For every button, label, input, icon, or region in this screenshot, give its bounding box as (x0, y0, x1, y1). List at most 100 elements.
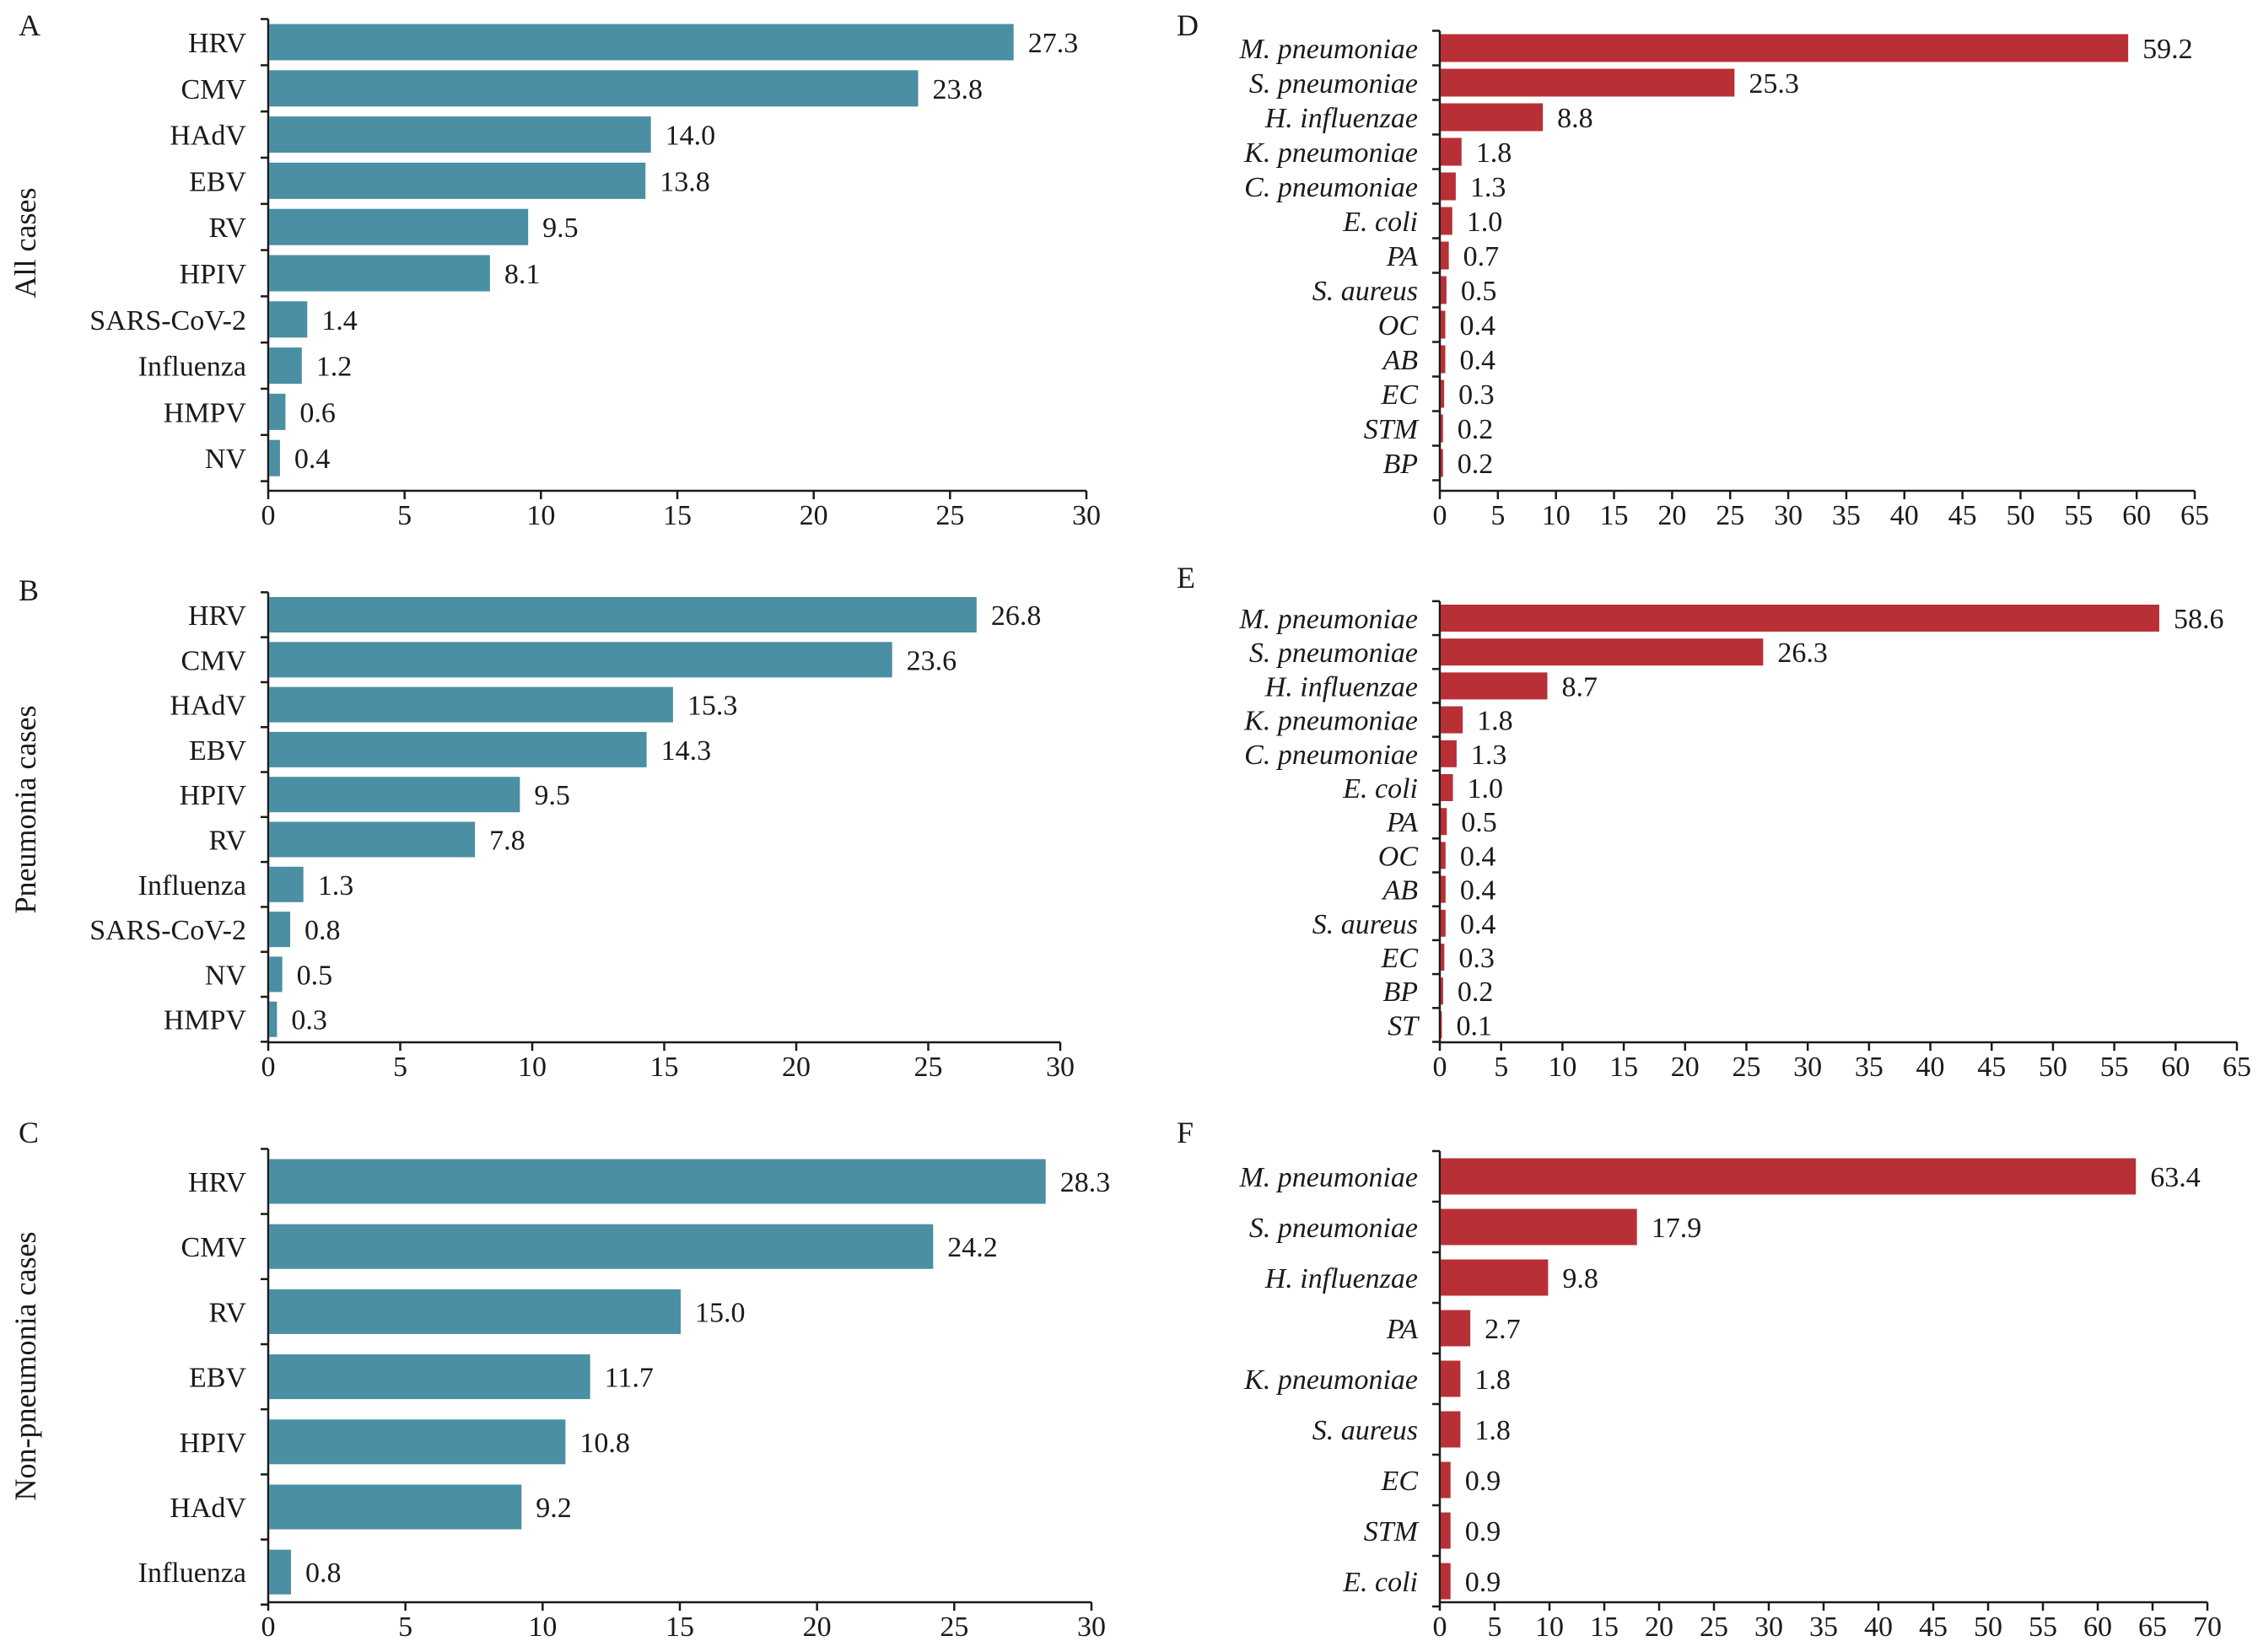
bar-d-m-pneumoniae (1441, 34, 2129, 62)
bar-c-cmv (269, 1224, 934, 1269)
bar-e-ec (1441, 944, 1445, 971)
category-label-a-hadv: HAdV (170, 121, 246, 152)
category-label-a-hrv: HRV (188, 28, 247, 59)
x-tick-label-f: 55 (2029, 1612, 2057, 1643)
category-label-e-k-pneumoniae: K. pneumoniae (1243, 706, 1418, 737)
value-label-e-s-aureus: 0.4 (1460, 909, 1496, 940)
x-tick-label-d: 40 (1890, 500, 1919, 531)
x-tick-label-c: 30 (1077, 1612, 1106, 1643)
value-label-d-ab: 0.4 (1460, 345, 1496, 376)
value-label-b-sars-cov-2: 0.8 (304, 915, 341, 946)
value-label-e-c-pneumoniae: 1.3 (1471, 740, 1507, 771)
x-tick-label-d: 65 (2180, 500, 2209, 531)
x-tick-label-d: 5 (1490, 500, 1505, 531)
x-tick-label-b: 15 (650, 1052, 679, 1083)
value-label-d-s-pneumoniae: 25.3 (1749, 68, 1799, 100)
value-label-e-s-pneumoniae: 26.3 (1777, 638, 1828, 669)
x-tick-label-a: 5 (397, 500, 412, 531)
bar-b-hrv (269, 597, 977, 632)
bar-d-stm (1441, 414, 1443, 443)
x-tick-label-f: 25 (1700, 1612, 1728, 1643)
panel-f: F 0 5 10 15 20 25 30 35 40 45 50 55 60 65 70 M. pneumoni… (1177, 1116, 2222, 1643)
category-label-f-e-coli: E. coli (1342, 1567, 1418, 1598)
value-label-e-ec: 0.3 (1458, 943, 1495, 974)
value-label-e-k-pneumoniae: 1.8 (1477, 706, 1513, 737)
bar-a-sars-cov-2 (269, 301, 308, 338)
value-label-e-oc: 0.4 (1460, 841, 1496, 872)
value-label-d-bp: 0.2 (1458, 449, 1494, 480)
bar-d-k-pneumoniae (1441, 137, 1462, 166)
x-tick-label-e: 55 (2100, 1052, 2129, 1083)
bar-d-s-pneumoniae (1441, 68, 1735, 97)
value-label-f-s-pneumoniae: 17.9 (1652, 1213, 1702, 1244)
x-tick-label-e: 35 (1855, 1052, 1883, 1083)
category-label-d-bp: BP (1382, 449, 1418, 480)
category-label-b-rv: RV (208, 826, 246, 857)
category-label-f-s-pneumoniae: S. pneumoniae (1249, 1213, 1418, 1244)
category-label-a-cmv: CMV (181, 74, 247, 105)
category-label-f-m-pneumoniae: M. pneumoniae (1238, 1162, 1418, 1193)
value-label-d-oc: 0.4 (1460, 310, 1496, 342)
panel-c: C 0 5 10 15 20 25 30 HRV 28.3 CMV 24.2 RV 15.0 EBV 11.7… (19, 1116, 1110, 1643)
bar-d-oc (1441, 310, 1446, 339)
category-label-e-pa: PA (1386, 807, 1418, 838)
x-tick-label-f: 50 (1974, 1612, 2002, 1643)
category-label-b-sars-cov-2: SARS-CoV-2 (89, 915, 246, 946)
row-title-all-cases: All cases (8, 188, 42, 299)
x-tick-label-d: 50 (2006, 500, 2034, 531)
value-label-b-influenza: 1.3 (318, 870, 354, 901)
x-tick-label-e: 60 (2161, 1052, 2190, 1083)
x-tick-label-e: 5 (1494, 1052, 1508, 1083)
category-label-d-s-aureus: S. aureus (1312, 276, 1418, 307)
panel-letter-c: C (19, 1116, 39, 1149)
bar-d-h-influenzae (1441, 103, 1544, 132)
bar-d-c-pneumoniae (1441, 172, 1456, 201)
category-label-a-hpiv: HPIV (180, 259, 247, 290)
x-tick-label-f: 65 (2138, 1612, 2167, 1643)
value-label-f-ec: 0.9 (1465, 1466, 1501, 1497)
value-label-d-pa: 0.7 (1463, 241, 1500, 272)
category-label-d-e-coli: E. coli (1342, 207, 1418, 238)
value-label-c-hrv: 28.3 (1060, 1167, 1111, 1198)
row-title-non-pneumonia-cases: Non-pneumonia cases (8, 1232, 42, 1501)
bar-a-hmpv (269, 393, 286, 430)
value-label-e-h-influenzae: 8.7 (1561, 671, 1598, 702)
panel-letter-b: B (19, 573, 39, 607)
value-label-e-bp: 0.2 (1458, 977, 1494, 1008)
x-tick-label-a: 30 (1072, 500, 1101, 531)
bar-b-ebv (269, 731, 647, 767)
category-label-e-s-pneumoniae: S. pneumoniae (1249, 638, 1418, 669)
value-label-a-rv: 9.5 (542, 213, 579, 244)
category-label-c-hpiv: HPIV (180, 1428, 247, 1459)
category-label-f-h-influenzae: H. influenzae (1264, 1263, 1418, 1294)
x-tick-label-f: 60 (2083, 1612, 2112, 1643)
value-label-e-m-pneumoniae: 58.6 (2174, 604, 2224, 635)
x-tick-label-f: 20 (1645, 1612, 1673, 1643)
x-tick-label-f: 0 (1433, 1612, 1447, 1643)
value-label-f-h-influenzae: 9.8 (1562, 1263, 1598, 1294)
category-label-e-h-influenzae: H. influenzae (1264, 671, 1418, 702)
category-label-a-sars-cov-2: SARS-CoV-2 (89, 305, 246, 336)
value-label-d-s-aureus: 0.5 (1461, 276, 1497, 307)
x-tick-label-e: 10 (1548, 1052, 1576, 1083)
category-label-c-ebv: EBV (189, 1363, 246, 1394)
value-label-f-pa: 2.7 (1485, 1314, 1521, 1345)
value-label-a-influenza: 1.2 (316, 352, 353, 383)
category-label-d-stm: STM (1364, 414, 1420, 445)
bar-b-influenza (269, 866, 304, 902)
bar-d-pa (1441, 241, 1449, 270)
bar-f-pa (1441, 1310, 1471, 1347)
row-title-pneumonia-cases: Pneumonia cases (8, 706, 42, 914)
category-label-b-hmpv: HMPV (164, 1005, 247, 1036)
value-label-c-rv: 15.0 (695, 1297, 746, 1328)
bar-f-h-influenzae (1441, 1259, 1549, 1296)
x-tick-label-f: 15 (1590, 1612, 1619, 1643)
value-label-c-influenza: 0.8 (305, 1558, 342, 1589)
value-label-a-hrv: 27.3 (1028, 28, 1079, 59)
value-label-d-m-pneumoniae: 59.2 (2142, 34, 2193, 65)
bar-d-ec (1441, 379, 1445, 408)
value-label-f-e-coli: 0.9 (1465, 1567, 1501, 1598)
value-label-c-cmv: 24.2 (947, 1232, 998, 1263)
bar-a-influenza (269, 347, 302, 385)
